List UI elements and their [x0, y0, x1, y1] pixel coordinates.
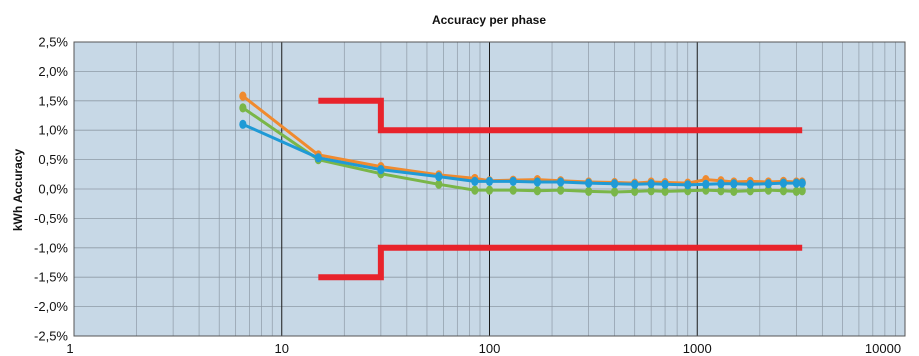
x-tick-labels: 1 10 100 1000 10000: [66, 341, 901, 356]
data-point: [557, 177, 565, 187]
data-point: [792, 186, 800, 196]
data-point: [792, 178, 800, 188]
data-point: [557, 185, 565, 195]
data-point: [471, 185, 479, 195]
data-point: [661, 179, 669, 189]
x-tick-label: 100: [479, 341, 501, 356]
limit-lines: [318, 97, 803, 281]
data-point: [485, 185, 494, 195]
data-point: [717, 186, 725, 196]
data-point: [746, 179, 754, 189]
data-point: [377, 164, 385, 175]
series-group: [239, 91, 806, 197]
data-point: [239, 103, 247, 113]
data-point: [471, 176, 479, 186]
y-tick-label: 0,5%: [38, 152, 68, 167]
data-point: [798, 178, 806, 188]
data-point: [435, 172, 443, 182]
data-point: [702, 179, 710, 189]
data-point: [647, 186, 655, 196]
data-point: [661, 186, 669, 196]
data-point: [798, 186, 806, 196]
data-point: [585, 178, 593, 188]
data-point: [509, 185, 517, 195]
data-point: [717, 179, 725, 189]
data-point: [533, 177, 541, 187]
data-point: [585, 186, 593, 196]
y-tick-label: 1,0%: [38, 123, 68, 138]
y-tick-label: -1,5%: [34, 270, 68, 285]
y-tick-label: 2,0%: [38, 64, 68, 79]
chart-title: Accuracy per phase: [432, 13, 546, 27]
data-point: [764, 179, 772, 189]
y-tick-label: 1,5%: [38, 93, 68, 108]
y-tick-label: 0,0%: [38, 182, 68, 197]
x-tick-label: 10: [275, 341, 289, 356]
y-tick-label: -0,5%: [34, 211, 68, 226]
data-point: [435, 179, 443, 189]
data-point: [610, 179, 619, 189]
data-point: [631, 179, 639, 189]
data-point: [684, 180, 692, 190]
data-point: [764, 185, 772, 195]
plot-frame: [73, 41, 906, 337]
data-point: [239, 119, 247, 129]
data-point: [239, 91, 247, 101]
series-2: [239, 103, 806, 197]
limit-line-2: [318, 244, 803, 281]
data-point: [779, 186, 788, 196]
data-point: [730, 186, 738, 196]
data-point: [730, 179, 738, 189]
y-axis-label: kWh Accuracy: [11, 149, 25, 232]
y-tick-labels: 2,5% 2,0% 1,5% 1,0% 0,5% 0,0% -0,5% -1,0% -1,5% -…: [34, 35, 68, 344]
data-point: [779, 178, 788, 188]
limit-line-1: [318, 97, 803, 134]
data-point: [746, 186, 754, 196]
x-tick-label: 1: [66, 341, 73, 356]
y-tick-label: -2,5%: [34, 329, 68, 344]
x-tick-label: 1000: [683, 341, 712, 356]
y-tick-label: -2,0%: [34, 299, 68, 314]
data-point: [314, 153, 322, 163]
data-point: [647, 179, 655, 189]
data-point: [610, 187, 619, 197]
y-tick-label: -1,0%: [34, 240, 68, 255]
data-point: [631, 186, 639, 196]
data-point: [533, 186, 541, 196]
data-point: [485, 176, 494, 186]
series-3: [239, 119, 806, 190]
data-point: [509, 176, 517, 186]
y-tick-label: 2,5%: [38, 35, 68, 50]
x-tick-label: 10000: [865, 341, 901, 356]
